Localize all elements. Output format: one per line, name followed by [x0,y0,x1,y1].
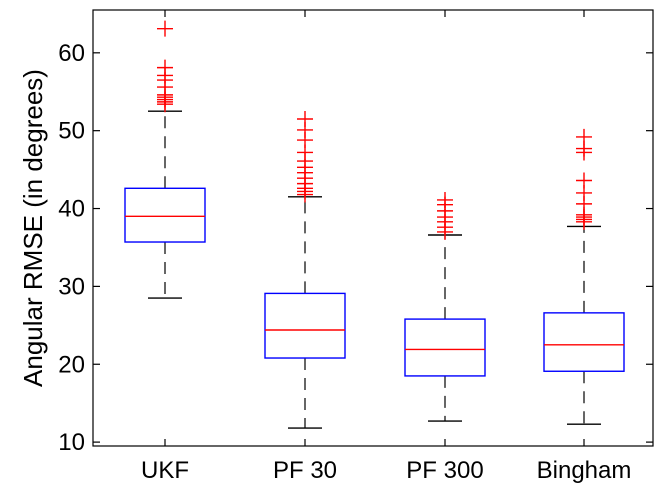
box-pf-300 [404,10,486,446]
outlier-point [437,191,453,208]
y-tick-label: 60 [58,40,85,67]
y-tick-label: 30 [58,273,85,300]
y-axis-ticks: 10 20 30 40 50 60 [58,40,653,456]
x-tick-label: PF 30 [273,457,337,484]
x-tick-label: PF 300 [406,457,483,484]
y-tick-label: 10 [58,429,85,456]
outlier-point [157,59,173,76]
box-series [124,10,625,446]
x-tick-label: Bingham [537,457,632,484]
box-pf-30 [264,10,346,446]
iqr-box [264,292,346,359]
outlier-point [576,172,592,189]
plot-area [92,9,654,447]
box-bingham [543,10,625,446]
y-tick-label: 20 [58,351,85,378]
y-tick-label: 50 [58,118,85,145]
x-tick-label: UKF [141,457,189,484]
outlier-point [576,128,592,145]
iqr-box [543,312,625,372]
box-ukf [124,10,206,446]
iqr-box [124,187,206,243]
y-tick-label: 40 [58,196,85,223]
y-axis-title: Angular RMSE (in degrees) [18,69,48,387]
iqr-box [404,318,486,377]
x-axis-tick-labels: UKF PF 30 PF 300 Bingham [141,457,631,484]
outlier-point [157,20,173,37]
outlier-point [297,111,313,127]
